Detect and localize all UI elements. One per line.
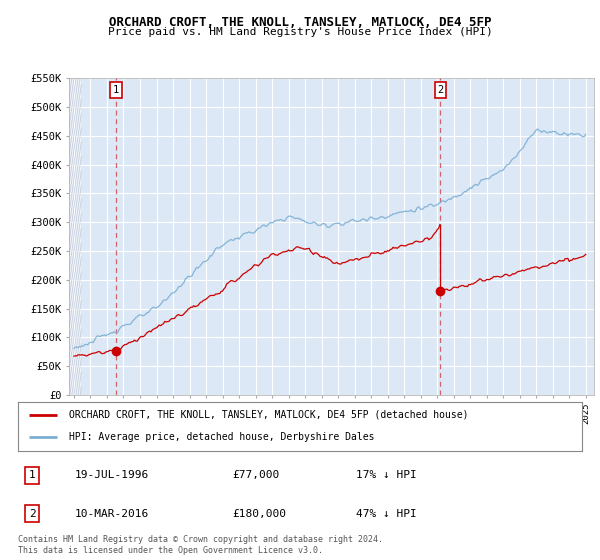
Text: £77,000: £77,000 bbox=[232, 470, 280, 480]
Text: 2: 2 bbox=[437, 85, 443, 95]
Text: 1: 1 bbox=[113, 85, 119, 95]
Text: Contains HM Land Registry data © Crown copyright and database right 2024.
This d: Contains HM Land Registry data © Crown c… bbox=[18, 535, 383, 555]
Text: 17% ↓ HPI: 17% ↓ HPI bbox=[356, 470, 417, 480]
Text: £180,000: £180,000 bbox=[232, 508, 286, 519]
Text: Price paid vs. HM Land Registry's House Price Index (HPI): Price paid vs. HM Land Registry's House … bbox=[107, 27, 493, 37]
Text: HPI: Average price, detached house, Derbyshire Dales: HPI: Average price, detached house, Derb… bbox=[69, 432, 374, 442]
Text: ORCHARD CROFT, THE KNOLL, TANSLEY, MATLOCK, DE4 5FP: ORCHARD CROFT, THE KNOLL, TANSLEY, MATLO… bbox=[109, 16, 491, 29]
Text: 2: 2 bbox=[29, 508, 35, 519]
Text: 47% ↓ HPI: 47% ↓ HPI bbox=[356, 508, 417, 519]
Text: 19-JUL-1996: 19-JUL-1996 bbox=[74, 470, 149, 480]
Text: ORCHARD CROFT, THE KNOLL, TANSLEY, MATLOCK, DE4 5FP (detached house): ORCHARD CROFT, THE KNOLL, TANSLEY, MATLO… bbox=[69, 410, 468, 420]
Text: 10-MAR-2016: 10-MAR-2016 bbox=[74, 508, 149, 519]
Text: 1: 1 bbox=[29, 470, 35, 480]
